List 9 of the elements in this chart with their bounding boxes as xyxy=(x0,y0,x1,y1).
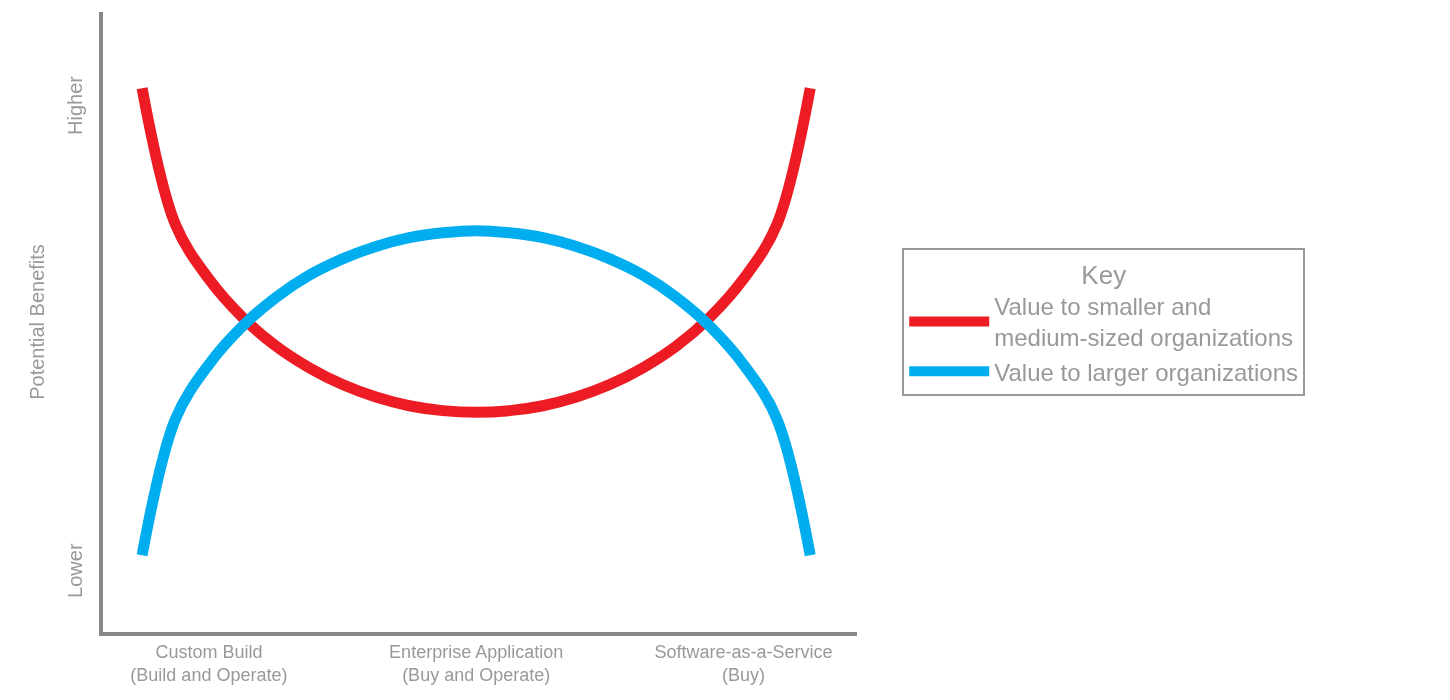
x-tick-label: Custom Build (Build and Operate) xyxy=(130,641,288,685)
legend-label: Value to smaller and medium-sized organizations xyxy=(994,293,1294,352)
x-tick-label: Software-as-a-Service (Buy) xyxy=(654,641,833,685)
text: Lower xyxy=(63,543,86,598)
y-axis-title: Potential Benefits xyxy=(26,244,48,400)
legend-label: Value to larger organizations xyxy=(994,358,1298,386)
legend-title: Key xyxy=(1081,259,1127,290)
text: Higher xyxy=(63,75,86,135)
x-tick-label: Enterprise Application (Buy and Operate) xyxy=(389,641,564,685)
